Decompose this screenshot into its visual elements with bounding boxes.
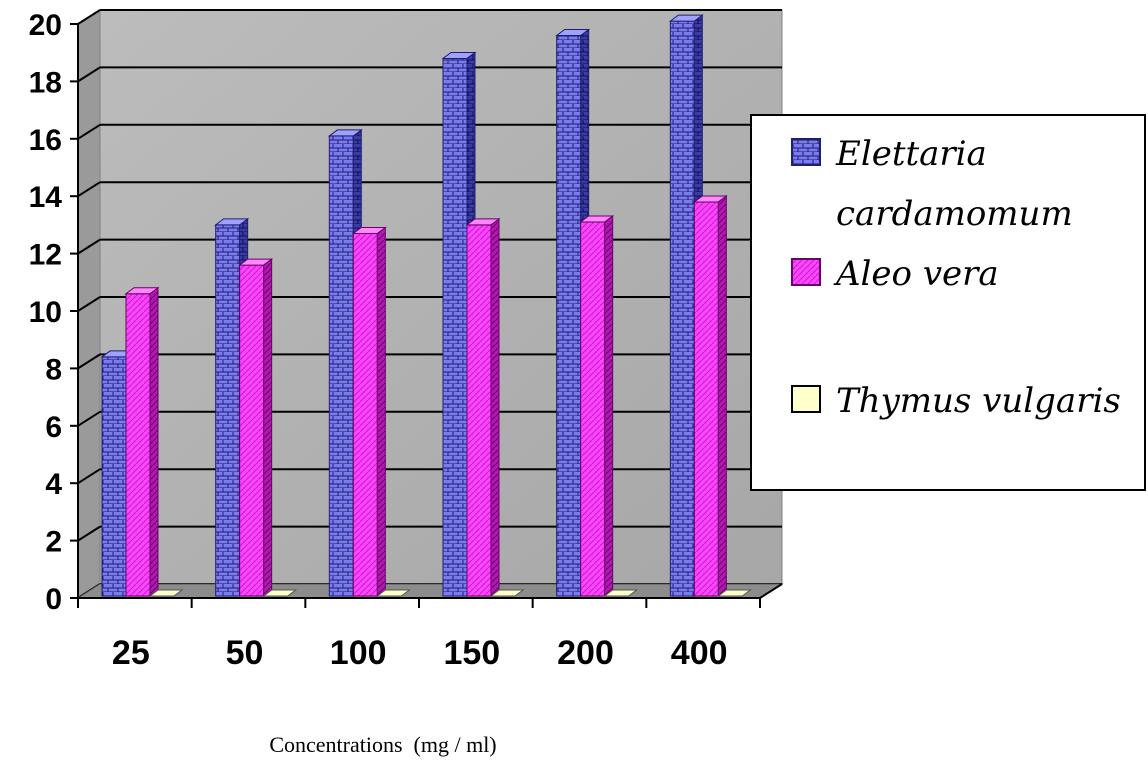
x-axis-depth-line: [759, 583, 783, 599]
bar-front-face: [442, 57, 468, 597]
bar-top-face: [238, 258, 274, 266]
bar: [238, 258, 274, 597]
y-tick-label: 12: [29, 239, 62, 272]
bar-front-face: [239, 264, 265, 597]
gridline-depth: [77, 296, 101, 312]
bar-top-face: [465, 218, 501, 226]
bar: [579, 215, 615, 597]
bar-side-face: [604, 215, 614, 597]
bar: [148, 589, 184, 597]
bars: [100, 14, 752, 597]
bar: [489, 589, 525, 597]
x-tick-label: 150: [443, 634, 500, 672]
y-tick-label: 2: [45, 526, 62, 559]
bar: [262, 589, 298, 597]
legend-label: Aleo vera: [833, 254, 999, 294]
bar-top-face: [441, 51, 477, 59]
bar-top-face: [327, 129, 363, 137]
x-tick-label: 50: [226, 634, 264, 672]
x-axis-label: Concentrations (mg / ml): [269, 732, 496, 757]
gridline-depth: [77, 525, 101, 542]
x-tick-label: 400: [671, 634, 728, 672]
y-tick-label: 20: [29, 9, 62, 42]
bar: [716, 589, 752, 597]
gridline-depth: [77, 238, 101, 255]
bar-front-face: [693, 201, 719, 597]
y-tick-label: 10: [29, 296, 62, 329]
y-tick-labels: 0 2 4 6 8 10 12 14 16 18 20: [29, 9, 63, 616]
y-tick-label: 18: [29, 66, 62, 99]
bar-top-face: [692, 195, 728, 203]
bar-top-face: [716, 589, 752, 597]
bar: [603, 589, 639, 597]
x-tick-label: 25: [112, 634, 150, 672]
legend-box: [750, 114, 1146, 491]
bar-side-face: [263, 258, 273, 597]
bar-front-face: [669, 20, 695, 597]
y-tick-label: 14: [29, 181, 63, 214]
bar-side-face: [490, 217, 500, 597]
bar-front-face: [125, 293, 151, 597]
bar: [124, 286, 160, 597]
legend-label: cardamomum: [836, 194, 1073, 234]
bar-top-face: [603, 589, 639, 597]
legend-item: Elettaria cardamomum: [791, 134, 1073, 234]
legend-swatch: [791, 385, 821, 413]
bar-top-face: [375, 589, 411, 597]
bar-top-face: [668, 14, 704, 22]
gridline-depth: [77, 181, 101, 198]
y-tick-label: 16: [29, 124, 62, 157]
y-tick-label: 8: [45, 353, 62, 386]
gridline-depth: [77, 468, 101, 485]
bar-top-face: [214, 218, 250, 226]
gridline-depth: [77, 9, 101, 25]
bar-top-face: [351, 227, 387, 235]
bar-front-face: [328, 135, 354, 597]
bar-side-face: [376, 226, 386, 597]
x-tick-labels: 25 50 100 150 200 400: [112, 634, 728, 672]
bar-front-face: [580, 221, 606, 597]
y-tick-label: 6: [45, 411, 62, 444]
bar-side-face: [149, 286, 159, 597]
bar: [692, 194, 728, 597]
bar-front-face: [101, 356, 127, 597]
bar: [375, 589, 411, 597]
bar-top-face: [124, 287, 160, 295]
bar: [465, 217, 501, 597]
y-tick-label: 4: [45, 468, 62, 501]
legend-item: Aleo vera: [791, 254, 999, 294]
bar: [351, 226, 387, 597]
y-tick-label: 0: [45, 583, 62, 616]
bar-front-face: [556, 34, 582, 597]
legend-label: Elettaria: [835, 134, 987, 174]
bar-front-face: [215, 224, 241, 597]
gridline-depth: [77, 353, 101, 370]
bar-top-face: [148, 589, 184, 597]
gridline-depth: [77, 410, 101, 427]
legend: Elettaria cardamomum Aleo vera Thymus vulga…: [750, 114, 1146, 491]
bar-top-face: [579, 215, 615, 223]
bar-top-face: [489, 589, 525, 597]
legend-item: Thymus vulgaris: [791, 381, 1121, 421]
x-tick-label: 100: [330, 634, 387, 672]
axes: [70, 23, 783, 608]
bar-top-face: [555, 28, 591, 36]
bar-side-face: [717, 194, 727, 597]
legend-label: Thymus vulgaris: [836, 381, 1121, 421]
bar-top-face: [262, 589, 298, 597]
legend-swatch: [791, 138, 821, 166]
gridline-depth: [77, 123, 101, 140]
bar-front-face: [352, 233, 378, 597]
x-tick-label: 200: [557, 634, 614, 672]
bar-front-face: [466, 224, 492, 597]
gridline-depth: [77, 66, 101, 83]
legend-swatch: [791, 258, 821, 286]
